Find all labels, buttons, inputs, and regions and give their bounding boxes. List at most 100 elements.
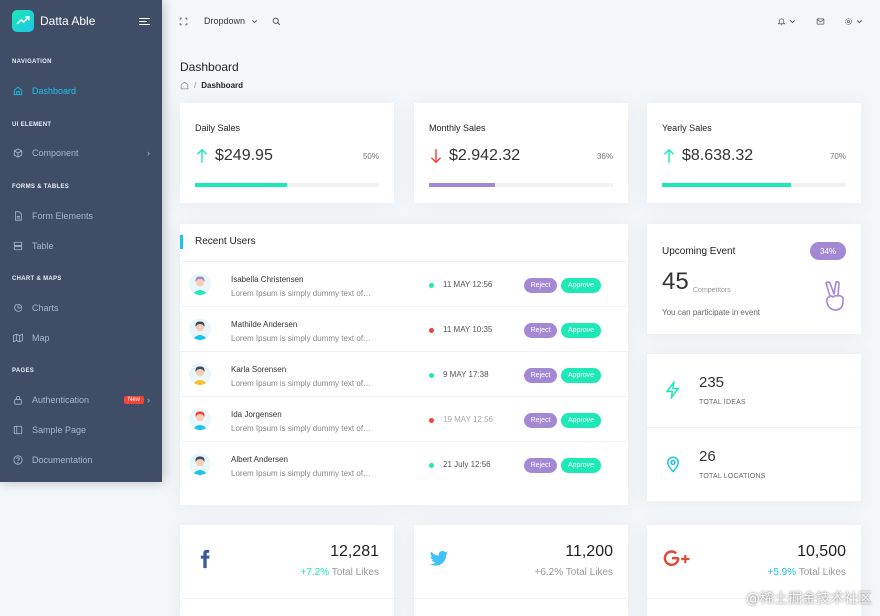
topbar-dropdown[interactable]: Dropdown xyxy=(204,16,259,26)
card-title: Recent Users xyxy=(195,236,256,247)
sidebar-item-form-elements[interactable]: Form Elements xyxy=(0,205,162,227)
sidebar-item-label: Charts xyxy=(32,303,59,313)
approve-button[interactable]: Approve xyxy=(561,278,601,293)
sidebar-item-label: Table xyxy=(32,241,54,251)
help-circle-icon xyxy=(12,454,24,466)
stat-label: TOTAL LOCATIONS xyxy=(699,473,766,480)
user-description: Lorem Ipsum is simply dummy text of… xyxy=(231,379,372,388)
topbar: Dropdown xyxy=(162,0,880,42)
settings-button[interactable] xyxy=(843,16,864,26)
notifications-button[interactable] xyxy=(776,16,797,26)
social-value: 12,281 xyxy=(330,543,379,560)
nav-caption-pages: Pages xyxy=(12,368,35,374)
growth-percent: +5.9% xyxy=(767,567,797,578)
sidebar-item-table[interactable]: Table xyxy=(0,235,162,257)
stats-card: 235 TOTAL IDEAS 26 TOTAL LOCATIONS xyxy=(647,354,861,501)
user-description: Lorem Ipsum is simply dummy text of… xyxy=(231,334,372,343)
approve-button[interactable]: Approve xyxy=(561,413,601,428)
server-icon xyxy=(12,240,24,252)
growth-label: Total Likes xyxy=(798,567,846,578)
recent-users-card: Recent Users Isabella Christensen Lorem I… xyxy=(180,224,628,505)
reject-button[interactable]: Reject xyxy=(524,413,557,428)
user-description: Lorem Ipsum is simply dummy text of… xyxy=(231,469,372,478)
nav-caption-forms-tables: Forms & Tables xyxy=(12,184,70,190)
chevron-right-icon: › xyxy=(147,395,150,405)
avatar xyxy=(189,273,211,295)
avatar xyxy=(189,363,211,385)
user-date: 11 MAY 10:35 xyxy=(443,325,493,334)
chevron-down-icon xyxy=(787,16,797,26)
table-row: Mathilde Andersen Lorem Ipsum is simply d… xyxy=(180,307,628,352)
peace-hand-icon xyxy=(825,280,844,311)
social-card-twitter: 11,200 +6.2% Total Likes xyxy=(414,525,628,616)
breadcrumb: / Dashboard xyxy=(180,81,243,90)
status-dot xyxy=(429,283,434,288)
chevron-down-icon xyxy=(249,16,259,26)
user-date: 21 July 12:56 xyxy=(443,460,491,469)
mail-icon[interactable] xyxy=(815,16,825,26)
divider xyxy=(414,598,628,599)
user-name: Ida Jorgensen xyxy=(231,410,282,419)
status-dot xyxy=(429,418,434,423)
user-description: Lorem Ipsum is simply dummy text of… xyxy=(231,424,372,433)
sidebar-item-documentation[interactable]: Documentation xyxy=(0,449,162,471)
stat-value: 235 xyxy=(699,374,725,391)
status-dot xyxy=(429,328,434,333)
reject-button[interactable]: Reject xyxy=(524,323,557,338)
arrow-up-icon xyxy=(196,148,208,163)
card-title: Monthly Sales xyxy=(429,123,486,133)
sales-card-daily: Daily Sales $249.95 50% xyxy=(180,103,394,203)
nav-caption-navigation: Navigation xyxy=(12,59,52,65)
chevron-right-icon: › xyxy=(147,148,150,158)
table-row: Albert Andersen Lorem Ipsum is simply dum… xyxy=(180,442,628,487)
stat-label: TOTAL IDEAS xyxy=(699,399,746,406)
upcoming-event-card: Upcoming Event 34% 45 Competitors You ca… xyxy=(647,224,861,334)
social-growth: +7.2% Total Likes xyxy=(301,567,380,578)
watermark: @稀土掘金技术社区 xyxy=(746,591,872,607)
user-date: 19 MAY 12:56 xyxy=(443,415,493,424)
growth-percent: +6.2% xyxy=(534,567,564,578)
zap-icon xyxy=(665,381,680,399)
reject-button[interactable]: Reject xyxy=(524,278,557,293)
sidebar-item-sample-page[interactable]: Sample Page xyxy=(0,419,162,441)
sidebar-item-authentication[interactable]: Authentication New › xyxy=(0,389,162,411)
user-name: Karla Sorensen xyxy=(231,365,287,374)
progress-fill xyxy=(195,183,287,187)
user-name: Isabella Christensen xyxy=(231,275,304,284)
sidebar-item-dashboard[interactable]: Dashboard xyxy=(0,80,162,102)
arrow-down-icon xyxy=(430,149,442,164)
reject-button[interactable]: Reject xyxy=(524,368,557,383)
event-note: You can participate in event xyxy=(662,308,760,317)
approve-button[interactable]: Approve xyxy=(561,368,601,383)
sidebar-item-label: Documentation xyxy=(32,455,93,465)
menu-toggle-icon[interactable] xyxy=(139,17,150,25)
stat-row-locations: 26 TOTAL LOCATIONS xyxy=(647,427,861,501)
home-icon[interactable] xyxy=(180,81,189,90)
header-accent-bar xyxy=(180,235,183,249)
user-description: Lorem Ipsum is simply dummy text of… xyxy=(231,289,372,298)
user-name: Albert Andersen xyxy=(231,455,288,464)
approve-button[interactable]: Approve xyxy=(561,323,601,338)
gear-icon xyxy=(843,16,853,26)
card-title: Upcoming Event xyxy=(662,246,736,257)
growth-label: Total Likes xyxy=(331,567,379,578)
status-dot xyxy=(429,463,434,468)
sales-card-yearly: Yearly Sales $8.638.32 70% xyxy=(647,103,861,203)
stat-row-ideas: 235 TOTAL IDEAS xyxy=(647,354,861,428)
search-icon[interactable] xyxy=(271,16,281,26)
approve-button[interactable]: Approve xyxy=(561,458,601,473)
progress-bar xyxy=(662,183,846,187)
fullscreen-icon[interactable] xyxy=(178,16,188,26)
nav-caption-chart-maps: Chart & Maps xyxy=(12,276,62,282)
map-pin-icon xyxy=(666,456,680,473)
table-row: Karla Sorensen Lorem Ipsum is simply dumm… xyxy=(180,352,628,397)
reject-button[interactable]: Reject xyxy=(524,458,557,473)
event-count: 45 xyxy=(662,268,689,295)
sales-amount: $8.638.32 xyxy=(662,147,753,165)
breadcrumb-separator: / xyxy=(194,81,197,90)
avatar xyxy=(189,318,211,340)
growth-percent: +7.2% xyxy=(300,567,330,578)
sidebar-item-map[interactable]: Map xyxy=(0,327,162,349)
sidebar-item-component[interactable]: Component › xyxy=(0,142,162,164)
sidebar-item-charts[interactable]: Charts xyxy=(0,297,162,319)
